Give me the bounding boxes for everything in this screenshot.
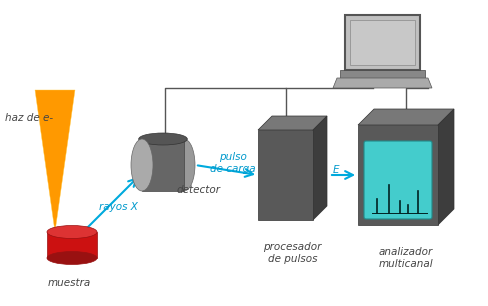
Ellipse shape <box>47 226 97 238</box>
Text: pulso
de carga: pulso de carga <box>210 152 255 174</box>
Text: muestra: muestra <box>48 278 91 288</box>
Polygon shape <box>258 116 326 130</box>
Ellipse shape <box>47 252 97 264</box>
Text: detector: detector <box>177 185 221 195</box>
Text: haz de e-: haz de e- <box>5 113 53 123</box>
Polygon shape <box>332 78 431 88</box>
FancyBboxPatch shape <box>363 141 431 219</box>
Text: analizador
multicanal: analizador multicanal <box>378 247 432 269</box>
Text: procesador
de pulsos: procesador de pulsos <box>263 242 321 264</box>
Ellipse shape <box>139 133 187 145</box>
Bar <box>258 130 312 220</box>
Polygon shape <box>357 109 453 125</box>
Polygon shape <box>437 109 453 225</box>
Polygon shape <box>35 90 75 232</box>
Bar <box>47 232 97 258</box>
Bar <box>142 139 183 191</box>
Bar <box>339 70 424 78</box>
Ellipse shape <box>173 139 195 191</box>
Polygon shape <box>312 116 326 220</box>
Bar <box>345 15 419 70</box>
Bar <box>357 125 437 225</box>
Text: rayos X: rayos X <box>99 202 137 212</box>
Text: E: E <box>332 165 339 175</box>
Bar <box>349 20 414 65</box>
Ellipse shape <box>131 139 153 191</box>
